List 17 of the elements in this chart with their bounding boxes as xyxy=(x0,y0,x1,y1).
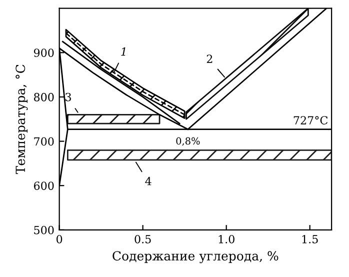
annotation: 2 xyxy=(206,54,212,63)
y-axis-title: Температура, °C xyxy=(16,64,28,174)
y-tick-label: 700 xyxy=(34,137,54,146)
y-tick-label: 500 xyxy=(34,226,54,234)
annotation: 0,8% xyxy=(176,137,200,146)
x-tick-label: 0.5 xyxy=(134,234,151,244)
annotation: 4 xyxy=(145,176,152,186)
ref-line-label: 727°C xyxy=(294,116,328,124)
annotation: 3 xyxy=(66,92,71,102)
x-axis-title: Содержание углерода, % xyxy=(112,251,278,264)
annotation: 1 xyxy=(121,47,126,56)
y-tick-label: 600 xyxy=(34,182,54,190)
y-tick-label: 900 xyxy=(34,48,54,58)
x-tick-label: 1.5 xyxy=(302,234,318,244)
x-tick-label: 1.0 xyxy=(218,234,234,244)
y-tick-label: 800 xyxy=(34,92,54,102)
x-tick-label: 0 xyxy=(56,234,62,244)
